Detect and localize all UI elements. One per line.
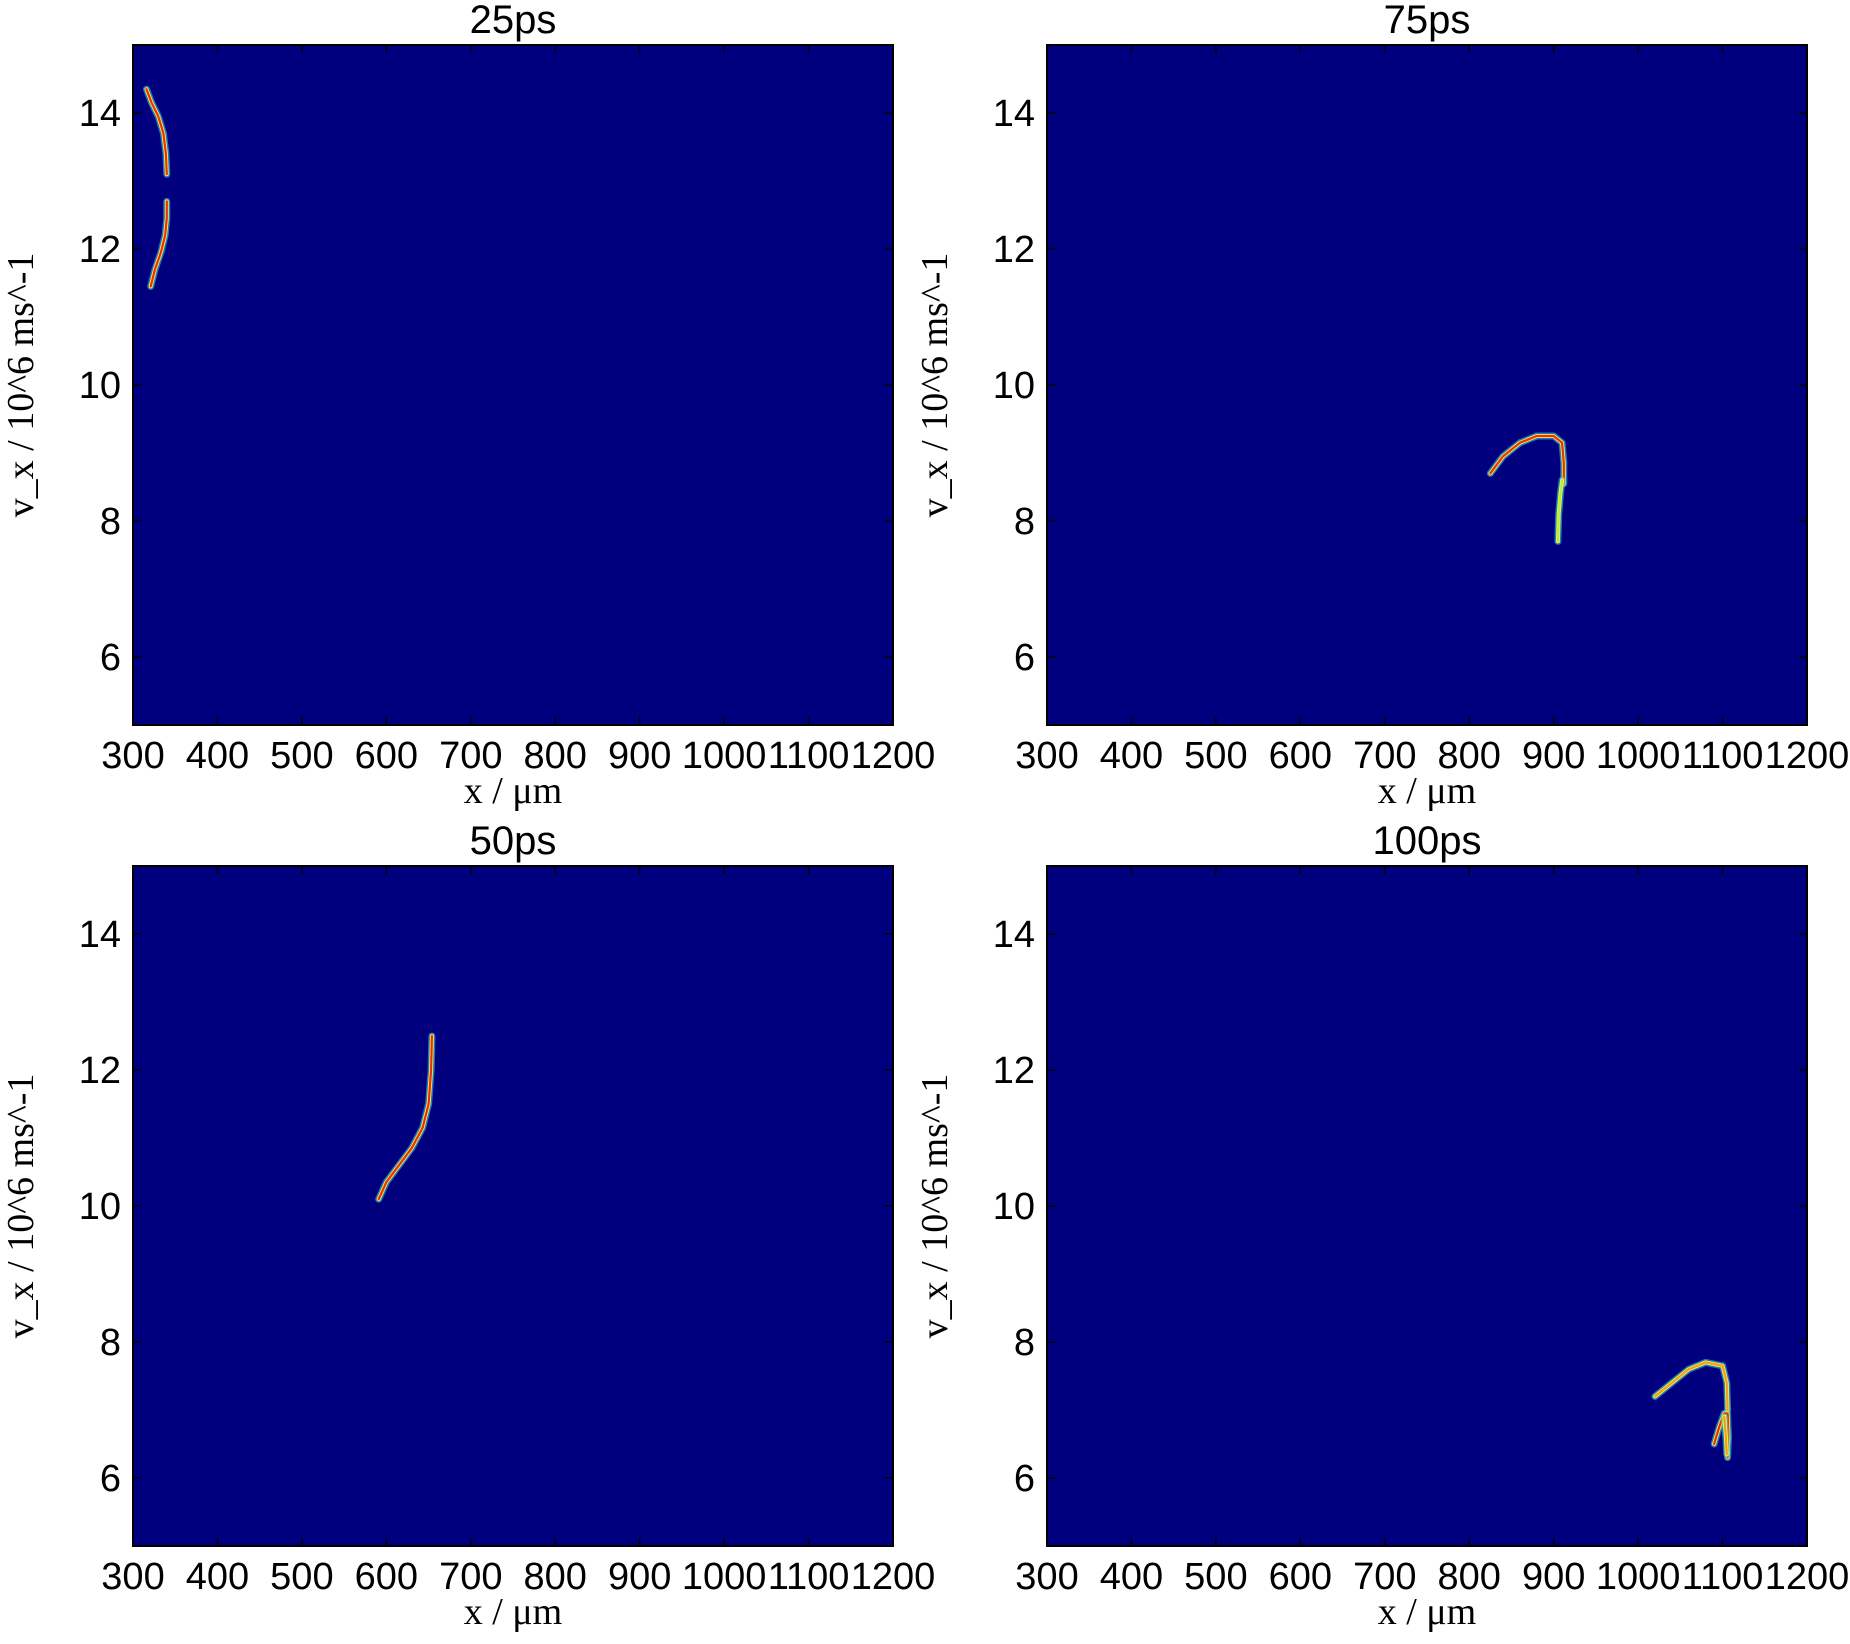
y-tick-label: 12 bbox=[993, 229, 1035, 271]
x-tick-label: 900 bbox=[608, 1556, 671, 1598]
y-tick-label: 10 bbox=[79, 365, 121, 407]
y-tick-label: 14 bbox=[79, 93, 121, 135]
y-tick-label: 8 bbox=[1014, 501, 1035, 543]
x-tick-label: 500 bbox=[270, 1556, 333, 1598]
x-tick-label: 800 bbox=[1438, 1556, 1501, 1598]
data-ridge bbox=[1653, 1361, 1729, 1412]
x-tick-label: 900 bbox=[1522, 735, 1585, 777]
subplot-100ps: 100ps 300 400 500 600 700 800 900 1000 1100 1200 6… bbox=[914, 819, 1849, 1633]
x-tick-label: 700 bbox=[439, 1556, 502, 1598]
x-tick-label: 300 bbox=[101, 735, 164, 777]
x-tick-label: 900 bbox=[608, 735, 671, 777]
x-tick-label: 400 bbox=[1100, 1556, 1163, 1598]
x-tick-label: 1100 bbox=[1682, 1556, 1764, 1598]
y-tick-label: 14 bbox=[79, 914, 121, 956]
subplot-title: 100ps bbox=[1373, 819, 1482, 863]
x-tick-label: 1200 bbox=[1765, 1556, 1850, 1598]
x-tick-label: 1200 bbox=[851, 735, 936, 777]
x-tick-label: 700 bbox=[1353, 1556, 1416, 1598]
x-tick-label: 1000 bbox=[682, 735, 767, 777]
subplot-25ps: 25ps 300 400 500 600 700 800 900 1000 1100 1200 6 8… bbox=[0, 0, 935, 812]
y-axis-label: v_x / 10^6 ms^-1 bbox=[0, 1074, 42, 1339]
y-tick-label: 8 bbox=[1014, 1322, 1035, 1364]
x-tick-label: 600 bbox=[1269, 1556, 1332, 1598]
subplot-75ps: 75ps 300 400 500 600 700 800 900 1000 1100 1200 6 8… bbox=[914, 0, 1849, 812]
data-ridge bbox=[1556, 479, 1564, 543]
y-tick-label: 14 bbox=[993, 93, 1035, 135]
x-tick-label: 300 bbox=[1015, 735, 1078, 777]
plot-area bbox=[133, 866, 893, 1546]
x-tick-label: 400 bbox=[186, 1556, 249, 1598]
data-ridge bbox=[145, 88, 168, 176]
x-tick-label: 700 bbox=[439, 735, 502, 777]
x-tick-label: 800 bbox=[524, 735, 587, 777]
data-ridge bbox=[1489, 434, 1565, 485]
y-tick-label: 10 bbox=[993, 365, 1035, 407]
y-tick-label: 12 bbox=[79, 1050, 121, 1092]
x-tick-label: 1100 bbox=[1682, 735, 1764, 777]
x-tick-label: 700 bbox=[1353, 735, 1416, 777]
data-ridge bbox=[149, 200, 168, 288]
x-tick-label: 800 bbox=[524, 1556, 587, 1598]
x-tick-label: 500 bbox=[1184, 1556, 1247, 1598]
subplot-50ps: 50ps 300 400 500 600 700 800 900 1000 1100 1200 6 8… bbox=[0, 819, 935, 1633]
x-tick-label: 500 bbox=[1184, 735, 1247, 777]
x-axis-label: x / μm bbox=[1378, 1591, 1477, 1633]
plot-area bbox=[1047, 866, 1807, 1546]
x-tick-label: 900 bbox=[1522, 1556, 1585, 1598]
subplot-title: 75ps bbox=[1384, 0, 1471, 42]
y-tick-label: 6 bbox=[1014, 1458, 1035, 1500]
x-tick-label: 1000 bbox=[1596, 1556, 1681, 1598]
y-tick-label: 14 bbox=[993, 914, 1035, 956]
y-tick-label: 8 bbox=[100, 501, 121, 543]
plot-area bbox=[133, 45, 893, 725]
y-axis-label: v_x / 10^6 ms^-1 bbox=[0, 253, 42, 518]
y-axis-label: v_x / 10^6 ms^-1 bbox=[914, 1074, 956, 1339]
y-tick-label: 6 bbox=[100, 1458, 121, 1500]
x-tick-label: 1100 bbox=[768, 735, 850, 777]
plot-area bbox=[1047, 45, 1807, 725]
x-tick-label: 1000 bbox=[1596, 735, 1681, 777]
x-tick-label: 800 bbox=[1438, 735, 1501, 777]
y-tick-label: 10 bbox=[79, 1186, 121, 1228]
subplot-title: 50ps bbox=[470, 819, 557, 863]
x-axis-label: x / μm bbox=[1378, 770, 1477, 812]
x-tick-label: 1200 bbox=[1765, 735, 1850, 777]
data-ridge bbox=[377, 1034, 433, 1201]
x-tick-label: 600 bbox=[1269, 735, 1332, 777]
x-tick-label: 600 bbox=[355, 1556, 418, 1598]
y-tick-label: 8 bbox=[100, 1322, 121, 1364]
y-tick-label: 12 bbox=[79, 229, 121, 271]
y-tick-label: 10 bbox=[993, 1186, 1035, 1228]
x-tick-label: 400 bbox=[186, 735, 249, 777]
y-tick-label: 6 bbox=[1014, 637, 1035, 679]
subplot-title: 25ps bbox=[470, 0, 557, 42]
x-tick-label: 1200 bbox=[851, 1556, 936, 1598]
data-ridge bbox=[1723, 1415, 1728, 1456]
x-tick-label: 400 bbox=[1100, 735, 1163, 777]
y-axis-label: v_x / 10^6 ms^-1 bbox=[914, 253, 956, 518]
x-tick-label: 300 bbox=[101, 1556, 164, 1598]
x-tick-label: 500 bbox=[270, 735, 333, 777]
x-axis-label: x / μm bbox=[464, 1591, 563, 1633]
x-tick-label: 300 bbox=[1015, 1556, 1078, 1598]
x-tick-label: 600 bbox=[355, 735, 418, 777]
y-tick-label: 6 bbox=[100, 637, 121, 679]
x-axis-label: x / μm bbox=[464, 770, 563, 812]
x-tick-label: 1100 bbox=[768, 1556, 850, 1598]
y-tick-label: 12 bbox=[993, 1050, 1035, 1092]
x-tick-label: 1000 bbox=[682, 1556, 767, 1598]
